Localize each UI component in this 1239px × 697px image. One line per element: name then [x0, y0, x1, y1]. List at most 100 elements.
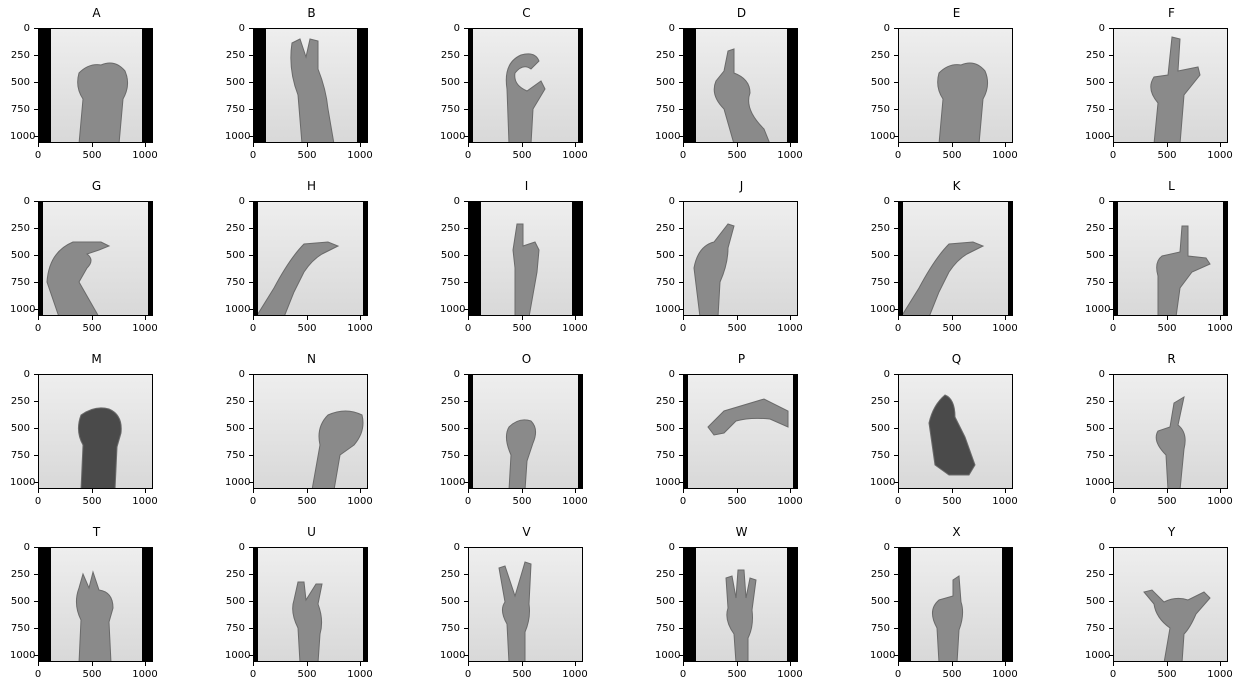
- x-tick-mark: [92, 143, 93, 147]
- x-tick-label: 1000: [132, 496, 158, 507]
- y-tick-label: 750: [870, 450, 890, 461]
- x-tick-label: 0: [34, 669, 42, 680]
- y-tick-mark: [1109, 109, 1113, 110]
- subplot-title: D: [736, 6, 747, 20]
- y-tick-mark: [249, 601, 253, 602]
- y-tick-mark: [894, 655, 898, 656]
- x-tick-label: 0: [1109, 496, 1117, 507]
- x-tick-label: 500: [1157, 323, 1177, 334]
- x-tick-label: 1000: [132, 150, 158, 161]
- x-tick-mark: [737, 316, 738, 320]
- y-tick-label: 1000: [1085, 650, 1111, 661]
- y-tick-mark: [894, 28, 898, 29]
- y-tick-label: 500: [440, 250, 460, 261]
- y-tick-mark: [464, 309, 468, 310]
- subplot-E: E 0 250 500 750 1000 0 500 1000: [870, 6, 1018, 178]
- y-tick-mark: [679, 28, 683, 29]
- subplot-N: N 0 250 500 750 1000 0 500 1000: [225, 352, 373, 524]
- y-tick-mark: [249, 255, 253, 256]
- x-tick-mark: [253, 143, 254, 147]
- subplot-title: R: [1167, 352, 1176, 366]
- x-tick-label: 1000: [132, 669, 158, 680]
- x-tick-label: 1000: [777, 323, 803, 334]
- hand-silhouette: [1143, 589, 1211, 661]
- x-tick-mark: [952, 143, 953, 147]
- y-tick-mark: [1109, 428, 1113, 429]
- x-tick-mark: [1113, 489, 1114, 493]
- y-tick-mark: [249, 201, 253, 202]
- y-tick-mark: [1109, 655, 1113, 656]
- x-tick-mark: [522, 316, 523, 320]
- y-tick-mark: [249, 547, 253, 548]
- x-tick-mark: [360, 662, 361, 666]
- y-tick-mark: [679, 455, 683, 456]
- hand-image: [684, 548, 797, 661]
- y-tick-label: 1000: [1085, 131, 1111, 142]
- subplot-U: U 0 250 500 750 1000 0 500 1000: [225, 525, 373, 697]
- y-tick-label: 0: [238, 542, 245, 553]
- subplot-Q: Q 0 250 500 750 1000 0 500 1000: [870, 352, 1018, 524]
- y-tick-mark: [1109, 28, 1113, 29]
- x-tick-mark: [683, 489, 684, 493]
- x-tick-mark: [737, 662, 738, 666]
- y-tick-label: 1000: [225, 650, 251, 661]
- subplot-title: K: [952, 179, 961, 193]
- y-tick-mark: [249, 374, 253, 375]
- x-tick-mark: [1167, 316, 1168, 320]
- y-tick-mark: [679, 574, 683, 575]
- y-tick-label: 750: [655, 104, 675, 115]
- x-tick-mark: [468, 489, 469, 493]
- y-tick-label: 500: [655, 423, 675, 434]
- y-tick-label: 1000: [655, 304, 681, 315]
- hand-image: [254, 202, 367, 315]
- y-tick-label: 0: [1098, 23, 1105, 34]
- y-tick-label: 500: [1085, 596, 1105, 607]
- hand-image: [254, 29, 367, 142]
- x-tick-label: 0: [679, 323, 687, 334]
- hand-image: [684, 202, 797, 315]
- x-tick-mark: [360, 316, 361, 320]
- y-tick-mark: [249, 82, 253, 83]
- y-tick-label: 1000: [1085, 477, 1111, 488]
- x-tick-label: 500: [82, 150, 102, 161]
- subplot-title: Q: [951, 352, 962, 366]
- y-tick-mark: [1109, 628, 1113, 629]
- y-tick-label: 250: [440, 223, 460, 234]
- subplot-B: B 0 250 500 750 1000 0 500 1000: [225, 6, 373, 178]
- hand-silhouette: [725, 569, 757, 661]
- y-tick-label: 0: [668, 23, 675, 34]
- y-tick-mark: [1109, 282, 1113, 283]
- x-tick-label: 0: [464, 323, 472, 334]
- y-tick-label: 1000: [440, 304, 466, 315]
- y-tick-label: 250: [1085, 569, 1105, 580]
- y-tick-mark: [1109, 401, 1113, 402]
- y-tick-label: 500: [655, 77, 675, 88]
- x-tick-mark: [898, 143, 899, 147]
- subplot-title: I: [524, 179, 529, 193]
- hand-silhouette: [512, 223, 540, 315]
- y-tick-label: 1000: [225, 304, 251, 315]
- y-tick-mark: [464, 282, 468, 283]
- x-tick-label: 500: [297, 496, 317, 507]
- x-tick-label: 0: [1109, 150, 1117, 161]
- x-tick-label: 1000: [992, 669, 1018, 680]
- x-tick-label: 1000: [777, 496, 803, 507]
- y-tick-mark: [34, 255, 38, 256]
- y-tick-mark: [679, 228, 683, 229]
- x-tick-label: 500: [512, 323, 532, 334]
- hand-silhouette: [311, 410, 364, 488]
- hand-image: [1114, 548, 1227, 661]
- y-tick-label: 250: [870, 569, 890, 580]
- x-tick-label: 500: [942, 496, 962, 507]
- y-tick-label: 250: [225, 223, 245, 234]
- y-tick-label: 500: [225, 596, 245, 607]
- y-tick-label: 1000: [870, 650, 896, 661]
- y-tick-mark: [1109, 374, 1113, 375]
- hand-image: [469, 202, 582, 315]
- x-tick-label: 500: [82, 669, 102, 680]
- y-tick-label: 250: [1085, 223, 1105, 234]
- x-tick-mark: [952, 316, 953, 320]
- y-tick-mark: [34, 55, 38, 56]
- hand-silhouette: [901, 241, 985, 315]
- x-tick-label: 500: [727, 323, 747, 334]
